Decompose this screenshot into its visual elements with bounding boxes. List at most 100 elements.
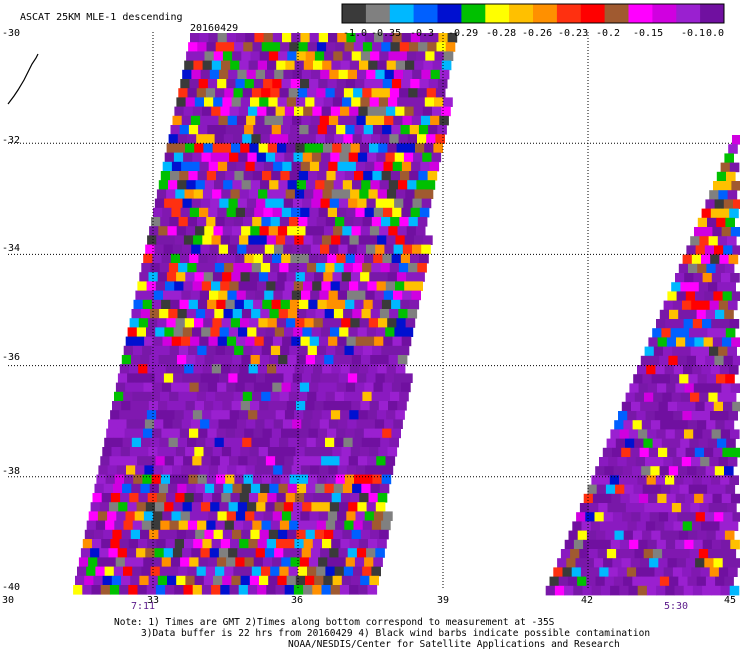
swath-cell	[415, 272, 425, 282]
swath-cell	[381, 42, 391, 52]
swath-cell	[247, 327, 257, 337]
swath-cell	[309, 511, 320, 521]
swath-cell	[180, 511, 191, 521]
swath-cell	[75, 575, 85, 586]
swath-cell	[172, 548, 183, 558]
swath-cell	[288, 88, 299, 98]
swath-cell	[139, 575, 149, 586]
swath-cell	[339, 585, 350, 595]
swath-cell	[243, 345, 253, 356]
swath-cell	[229, 152, 239, 163]
swath-cell	[229, 410, 240, 420]
swath-cell	[175, 318, 186, 328]
swath-cell	[634, 438, 644, 449]
swath-cell	[582, 585, 593, 596]
swath-cell	[673, 521, 684, 531]
swath-cell	[136, 327, 147, 337]
swath-cell	[255, 244, 266, 255]
swath-cell	[309, 382, 319, 393]
swath-cell	[143, 428, 153, 439]
swath-cell	[342, 97, 352, 107]
swath-cell	[347, 115, 357, 126]
swath-cell	[300, 207, 310, 218]
swath-cell	[291, 161, 302, 172]
swath-cell	[137, 456, 147, 466]
swath-cell	[248, 539, 258, 549]
swath-cell	[251, 566, 262, 577]
swath-cell	[296, 529, 306, 540]
swath-cell	[193, 189, 204, 199]
swath-cell	[687, 420, 698, 430]
swath-cell	[725, 374, 735, 384]
swath-cell	[704, 447, 714, 458]
swath-cell	[652, 328, 662, 338]
swath-cell	[338, 548, 349, 558]
swath-cell	[185, 143, 195, 153]
swath-cell	[192, 410, 203, 420]
swath-cell	[680, 392, 691, 403]
swath-cell	[216, 125, 227, 135]
swath-cell	[233, 217, 244, 227]
swath-cell	[263, 207, 273, 218]
swath-cell	[334, 88, 345, 98]
swath-cell	[606, 549, 617, 559]
swath-cell	[209, 244, 220, 255]
swath-cell	[691, 300, 701, 311]
swath-cell	[627, 411, 637, 421]
swath-cell	[181, 290, 191, 301]
swath-cell	[262, 125, 273, 135]
swath-cell	[670, 328, 681, 338]
swath-cell	[654, 411, 665, 421]
swath-cell	[323, 143, 333, 153]
swath-cell	[564, 585, 574, 596]
swath-cell	[220, 106, 230, 117]
swath-cell	[225, 171, 235, 181]
swath-cell	[369, 226, 380, 236]
swath-cell	[106, 428, 116, 439]
y-tick-label: -32	[2, 135, 20, 146]
swath-cell	[307, 566, 317, 577]
swath-cell	[294, 235, 304, 245]
swath-cell	[227, 465, 237, 475]
swath-cell	[77, 566, 87, 577]
swath-cell	[280, 299, 291, 310]
swath-cell	[213, 51, 224, 61]
swath-cell	[281, 382, 292, 393]
swath-cell	[265, 69, 275, 80]
swath-cell	[137, 585, 148, 595]
swath-cell	[362, 263, 372, 273]
swath-cell	[269, 309, 280, 319]
swath-cell	[414, 60, 424, 71]
swath-cell	[113, 566, 124, 577]
swath-cell	[393, 419, 403, 429]
swath-cell	[326, 42, 336, 52]
swath-cell	[593, 558, 604, 568]
swath-cell	[311, 327, 322, 337]
swath-cell	[567, 576, 578, 587]
legend-label: -0.1	[681, 28, 705, 39]
swath-cell	[178, 345, 189, 356]
swath-cell	[651, 530, 661, 541]
swath-cell	[377, 189, 388, 199]
swath-cell	[275, 410, 286, 420]
swath-cell	[232, 309, 243, 319]
swath-cell	[188, 345, 198, 356]
swath-cell	[206, 474, 217, 485]
swath-cell	[288, 391, 299, 402]
swath-cell	[279, 391, 290, 402]
swath-cell	[308, 557, 319, 567]
swath-cell	[391, 79, 402, 89]
swath-cell	[714, 466, 725, 476]
swath-cell	[161, 299, 171, 310]
swath-cell	[145, 373, 156, 383]
swath-cell	[298, 474, 309, 485]
swath-cell	[389, 437, 399, 448]
swath-cell	[158, 529, 168, 540]
swath-cell	[263, 161, 274, 172]
swath-cell	[590, 521, 601, 531]
swath-cell	[238, 327, 248, 337]
swath-cell	[647, 539, 658, 550]
swath-cell	[258, 272, 269, 282]
swath-cell	[160, 171, 171, 181]
swath-cell	[364, 511, 375, 521]
